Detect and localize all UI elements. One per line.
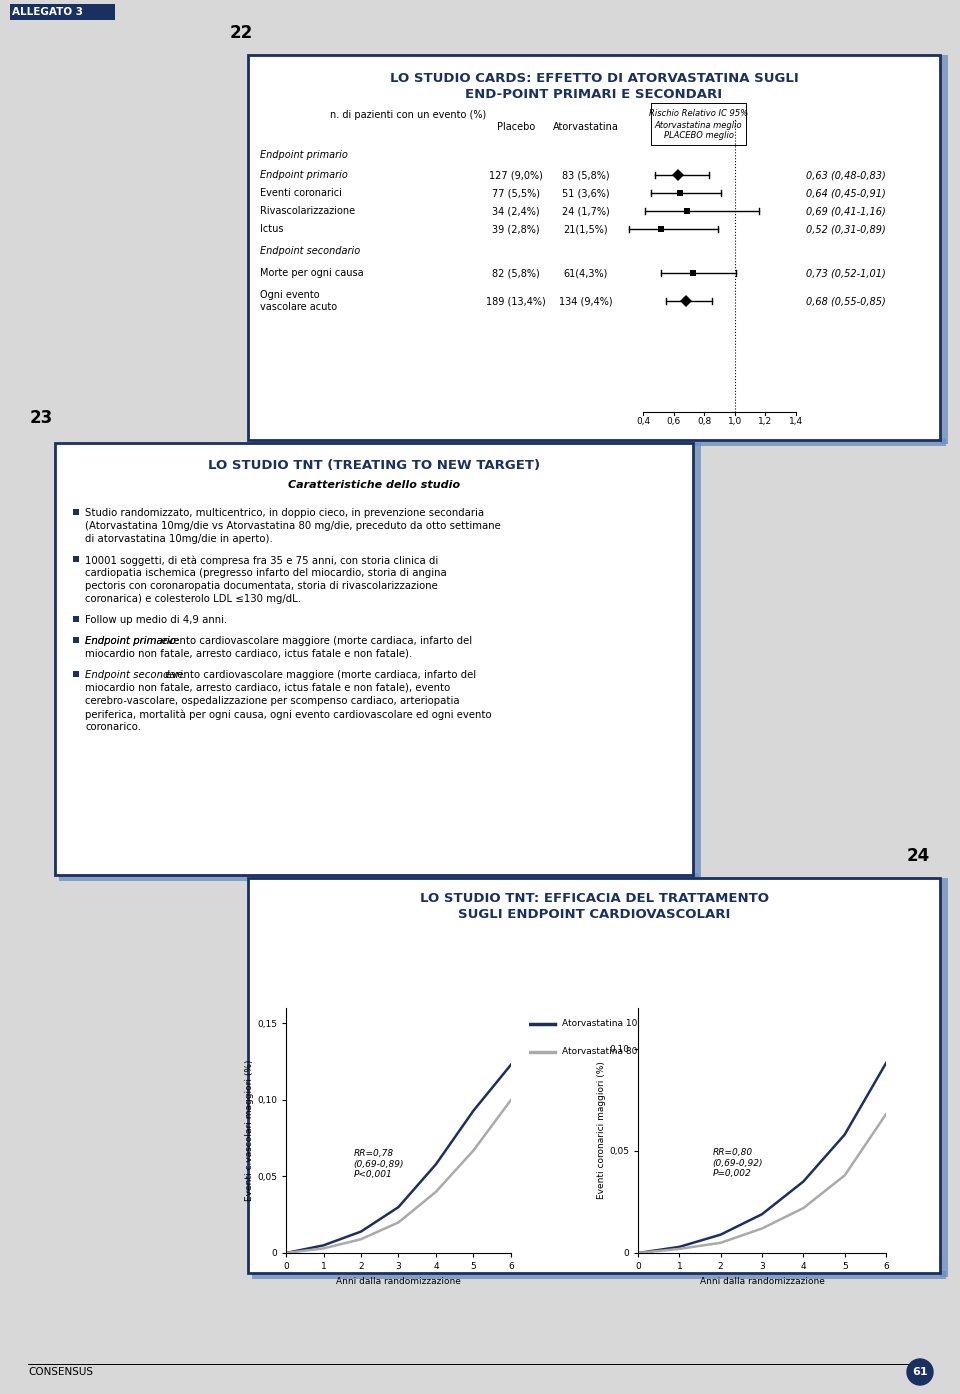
Text: miocardio non fatale, arresto cardiaco, ictus fatale e non fatale), evento: miocardio non fatale, arresto cardiaco, … [85,683,450,693]
Text: CONSENSUS: CONSENSUS [28,1368,93,1377]
Text: LO STUDIO TNT (TREATING TO NEW TARGET): LO STUDIO TNT (TREATING TO NEW TARGET) [208,459,540,471]
Bar [73,556,79,562]
Text: evento cardiovascolare maggiore (morte cardiaca, infarto del: evento cardiovascolare maggiore (morte c… [157,636,472,645]
Bar [73,509,79,514]
Text: 0,69 (0,41-1,16): 0,69 (0,41-1,16) [806,206,886,216]
Text: 127 (9,0%): 127 (9,0%) [489,170,543,180]
Text: cardiopatia ischemica (pregresso infarto del miocardio, storia di angina: cardiopatia ischemica (pregresso infarto… [85,567,446,579]
Bar [693,443,701,880]
Text: vascolare acuto: vascolare acuto [260,302,337,312]
Bar [73,616,79,622]
Bar [73,637,79,643]
Text: 82 (5,8%): 82 (5,8%) [492,268,540,277]
Text: 189 (13,4%): 189 (13,4%) [486,296,546,307]
Text: Atorvastatina: Atorvastatina [553,123,619,132]
Text: 134 (9,4%): 134 (9,4%) [559,296,612,307]
Text: Follow up medio di 4,9 anni.: Follow up medio di 4,9 anni. [85,615,228,625]
Text: 0,64 (0,45-0,91): 0,64 (0,45-0,91) [806,188,886,198]
Text: 0,63 (0,48-0,83): 0,63 (0,48-0,83) [806,170,886,180]
Bar [252,1271,946,1280]
Text: 39 (2,8%): 39 (2,8%) [492,224,540,234]
Text: Ogni evento: Ogni evento [260,290,320,300]
Text: coronarico.: coronarico. [85,722,141,732]
Text: RR=0,78
(0,69-0,89)
P<0,001: RR=0,78 (0,69-0,89) P<0,001 [353,1149,404,1179]
Text: miocardio non fatale, arresto cardiaco, ictus fatale e non fatale).: miocardio non fatale, arresto cardiaco, … [85,650,412,659]
Bar [10,4,115,20]
Text: Endpoint primario: Endpoint primario [260,151,348,160]
Text: 0,52 (0,31-0,89): 0,52 (0,31-0,89) [806,224,886,234]
Text: pectoris con coronaropatia documentata, storia di rivascolarizzazione: pectoris con coronaropatia documentata, … [85,581,438,591]
Y-axis label: Eventi c.vascolari maggiori (%): Eventi c.vascolari maggiori (%) [245,1059,254,1202]
Text: 0,73 (0,52-1,01): 0,73 (0,52-1,01) [806,268,886,277]
Text: 23: 23 [30,408,53,427]
Circle shape [907,1359,933,1386]
Text: Endpoint primario:: Endpoint primario: [85,636,180,645]
Bar [940,54,948,445]
Text: cerebro-vascolare, ospedalizzazione per scompenso cardiaco, arteriopatia: cerebro-vascolare, ospedalizzazione per … [85,696,460,705]
Text: n. di pazienti con un evento (%): n. di pazienti con un evento (%) [330,110,486,120]
Text: Atorvastatina 80mg/die: Atorvastatina 80mg/die [562,1047,669,1057]
Text: 0,6: 0,6 [666,417,681,427]
Text: 1,2: 1,2 [758,417,773,427]
Bar [248,54,940,441]
Text: Studio randomizzato, multicentrico, in doppio cieco, in prevenzione secondaria: Studio randomizzato, multicentrico, in d… [85,507,484,519]
Text: 0,8: 0,8 [697,417,711,427]
Text: di atorvastatina 10mg/die in aperto).: di atorvastatina 10mg/die in aperto). [85,534,273,544]
Text: 24 (1,7%): 24 (1,7%) [563,206,610,216]
Text: SUGLI ENDPOINT CARDIOVASCOLARI: SUGLI ENDPOINT CARDIOVASCOLARI [458,909,731,921]
Text: Eventi coronarici: Eventi coronarici [260,188,342,198]
Text: Atorvastatina 10mg/die: Atorvastatina 10mg/die [562,1019,669,1029]
Text: 10001 soggetti, di età compresa fra 35 e 75 anni, con storia clinica di: 10001 soggetti, di età compresa fra 35 e… [85,555,439,566]
Text: 77 (5,5%): 77 (5,5%) [492,188,540,198]
Bar [252,438,946,446]
Text: END-POINT PRIMARI E SECONDARI: END-POINT PRIMARI E SECONDARI [466,88,723,102]
Text: periferica, mortalità per ogni causa, ogni evento cardiovascolare ed ogni evento: periferica, mortalità per ogni causa, og… [85,710,492,719]
Text: Morte per ogni causa: Morte per ogni causa [260,268,364,277]
Text: RR=0,80
(0,69-0,92)
P=0,002: RR=0,80 (0,69-0,92) P=0,002 [712,1149,763,1178]
Bar [940,878,948,1277]
Text: 61: 61 [912,1368,927,1377]
Text: LO STUDIO CARDS: EFFETTO DI ATORVASTATINA SUGLI: LO STUDIO CARDS: EFFETTO DI ATORVASTATIN… [390,71,799,85]
Text: 61(4,3%): 61(4,3%) [564,268,609,277]
Text: Ictus: Ictus [260,224,283,234]
Text: Rivascolarizzazione: Rivascolarizzazione [260,206,355,216]
Text: 34 (2,4%): 34 (2,4%) [492,206,540,216]
Bar [248,878,940,1273]
Text: 0,68 (0,55-0,85): 0,68 (0,55-0,85) [806,296,886,307]
Bar [651,103,746,145]
Text: coronarica) e colesterolo LDL ≤130 mg/dL.: coronarica) e colesterolo LDL ≤130 mg/dL… [85,594,301,604]
Text: LO STUDIO TNT: EFFICACIA DEL TRATTAMENTO: LO STUDIO TNT: EFFICACIA DEL TRATTAMENTO [420,892,769,905]
Text: 0,4: 0,4 [636,417,650,427]
Text: Atorvastatina meglio: Atorvastatina meglio [655,120,742,130]
Bar [55,443,693,875]
Bar [73,671,79,677]
Text: Caratteristiche dello studio: Caratteristiche dello studio [288,480,460,491]
Y-axis label: Eventi coronarici maggiori (%): Eventi coronarici maggiori (%) [597,1062,606,1199]
Text: evento cardiovascolare maggiore (morte cardiaca, infarto del: evento cardiovascolare maggiore (morte c… [162,671,476,680]
Text: Placebo: Placebo [497,123,535,132]
Text: Rischio Relativo IC 95%: Rischio Relativo IC 95% [649,110,748,118]
Text: 1,0: 1,0 [728,417,742,427]
X-axis label: Anni dalla randomizzazione: Anni dalla randomizzazione [336,1277,461,1285]
Text: Endpoint primario: Endpoint primario [260,170,348,180]
Text: PLACEBO meglio: PLACEBO meglio [663,131,733,141]
Bar [59,873,699,881]
Text: Endpoint primario:: Endpoint primario: [85,636,180,645]
Text: ALLEGATO 3: ALLEGATO 3 [12,7,83,17]
Text: (Atorvastatina 10mg/die vs Atorvastatina 80 mg/die, preceduto da otto settimane: (Atorvastatina 10mg/die vs Atorvastatina… [85,521,501,531]
Text: 24: 24 [907,848,930,866]
Text: Endpoint secondario: Endpoint secondario [260,245,360,256]
Text: 83 (5,8%): 83 (5,8%) [563,170,610,180]
X-axis label: Anni dalla randomizzazione: Anni dalla randomizzazione [700,1277,825,1285]
Text: Endpoint secondari:: Endpoint secondari: [85,671,186,680]
Text: 1,4: 1,4 [789,417,804,427]
Text: 21(1,5%): 21(1,5%) [564,224,609,234]
Text: 51 (3,6%): 51 (3,6%) [563,188,610,198]
Text: 22: 22 [230,24,253,42]
